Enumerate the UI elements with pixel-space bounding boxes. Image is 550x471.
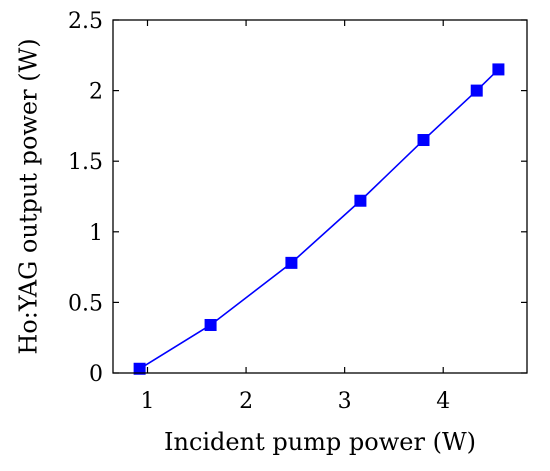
- x-tick-label: 4: [436, 389, 450, 414]
- data-point-marker: [417, 134, 430, 147]
- x-tick-label: 1: [141, 389, 155, 414]
- axis-ticks: 1 2 3 4 0 0.5 1 1.5 2 2.5: [68, 9, 527, 414]
- series-line: [139, 68, 499, 370]
- y-tick-label: 0: [89, 362, 103, 387]
- series-markers: [133, 63, 505, 375]
- y-tick-label: 1.5: [68, 150, 103, 175]
- data-point-marker: [354, 194, 367, 207]
- y-tick-label: 2.5: [68, 9, 103, 34]
- data-point-marker: [285, 256, 298, 269]
- data-point-marker: [492, 63, 505, 76]
- x-tick-label: 3: [338, 389, 352, 414]
- y-axis-label: Ho:YAG output power (W): [14, 38, 42, 354]
- data-point-marker: [470, 84, 483, 97]
- y-tick-label: 0.5: [68, 291, 103, 316]
- x-tick-label: 2: [239, 389, 253, 414]
- y-tick-label: 2: [89, 80, 103, 105]
- x-axis-label: Incident pump power (W): [164, 428, 476, 456]
- data-point-marker: [133, 362, 146, 375]
- data-point-marker: [204, 318, 217, 331]
- plot-frame: [112, 19, 528, 374]
- y-tick-label: 1: [89, 221, 103, 246]
